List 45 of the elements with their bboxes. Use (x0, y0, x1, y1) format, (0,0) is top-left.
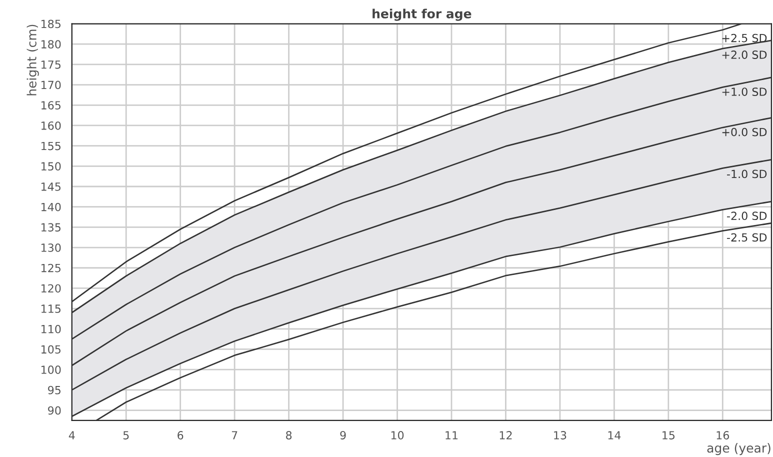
x-tick-label: 9 (340, 431, 346, 440)
y-tick-label: 180 (41, 40, 61, 48)
line-series (72, 158, 772, 391)
x-tick-label: 14 (608, 431, 621, 440)
x-tick-label: 12 (500, 431, 512, 440)
y-tick-label: 120 (41, 284, 61, 293)
x-tick-label: 15 (662, 431, 675, 440)
x-tick-label: 8 (286, 431, 292, 440)
y-tick-label: 145 (41, 182, 60, 191)
y-tick-label: 105 (41, 345, 60, 354)
line-series (72, 117, 772, 366)
chart-title: height for age (372, 8, 472, 21)
x-tick-label: 11 (446, 431, 458, 440)
y-tick-label: 165 (41, 101, 60, 110)
series-label: -2.0 SD (727, 212, 767, 220)
x-tick-label: 6 (178, 431, 184, 440)
x-tick-label: 5 (123, 431, 129, 440)
y-tick-label: 125 (41, 264, 60, 272)
x-tick-label: 7 (232, 431, 238, 440)
y-tick-label: 100 (41, 366, 61, 374)
series-label: -2.5 SD (727, 233, 767, 242)
y-tick-label: 95 (48, 386, 60, 394)
x-axis-title: age (year) (707, 443, 770, 456)
line-series (72, 76, 772, 340)
y-tick-label: 140 (41, 202, 61, 212)
y-tick-label: 90 (48, 406, 61, 415)
y-axis-title: height (cm) (26, 24, 39, 96)
y-tick-label: 185 (41, 20, 60, 28)
x-tick-label: 4 (68, 431, 75, 440)
x-tick-label: 13 (554, 431, 566, 440)
series-label: +0.0 SD (722, 128, 767, 136)
y-tick-label: 160 (41, 121, 61, 130)
series-label: +1.0 SD (722, 88, 767, 96)
y-tick-label: 110 (41, 324, 61, 334)
y-tick-label: 150 (41, 162, 61, 171)
x-tick-label: 10 (391, 431, 404, 440)
y-tick-label: 170 (41, 80, 61, 90)
series-label: -1.0 SD (727, 170, 767, 178)
y-tick-label: 115 (41, 304, 60, 313)
x-tick-label: 16 (716, 431, 730, 440)
y-tick-label: 130 (41, 244, 61, 252)
series-label: +2.0 SD (722, 50, 767, 59)
y-tick-label: 175 (41, 60, 60, 69)
y-tick-label: 155 (41, 142, 60, 150)
y-tick-label: 135 (41, 223, 60, 232)
